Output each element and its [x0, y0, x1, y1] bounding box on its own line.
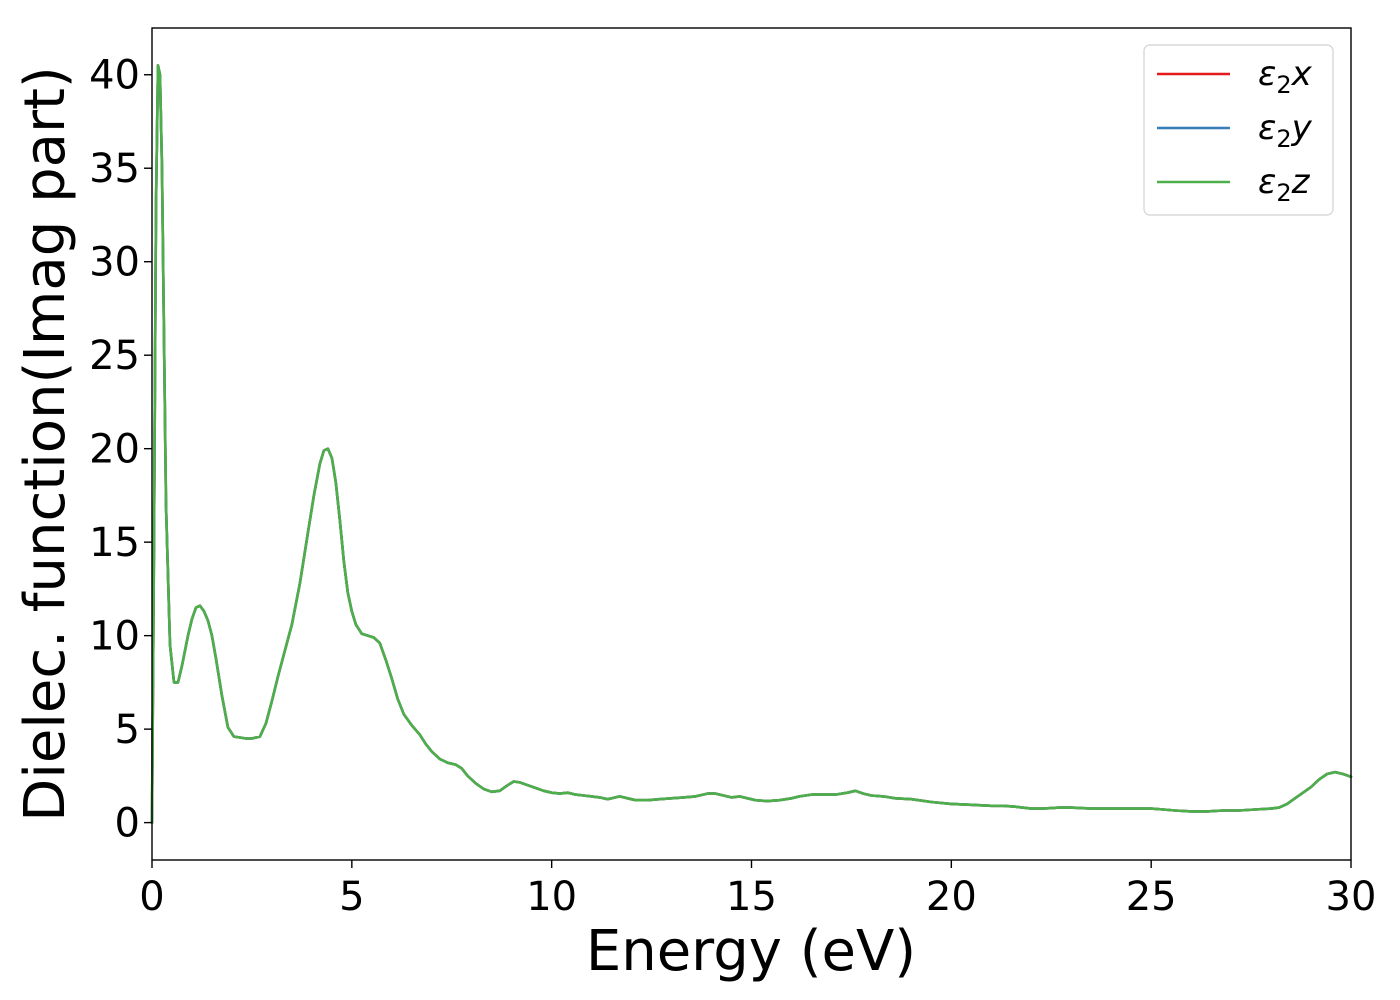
y-tick-label: 20	[89, 427, 140, 473]
legend-entry-z: ε2z	[1258, 162, 1311, 207]
y-tick-label: 30	[89, 240, 140, 286]
legend-box	[1143, 44, 1334, 216]
x-tick-label: 20	[926, 874, 977, 920]
y-axis-ticks: 0 5 10 15 20 25 30 35 40	[89, 53, 152, 847]
series-layer	[150, 64, 1353, 824]
legend-entry-y: ε2y	[1258, 108, 1313, 153]
y-tick-label: 25	[89, 333, 140, 379]
x-axis-ticks: 0 5 10 15 20 25 30	[139, 860, 1376, 920]
x-tick-label: 10	[526, 874, 577, 920]
y-tick-label: 0	[115, 801, 140, 847]
legend-entry-x: ε2x	[1258, 54, 1313, 99]
y-tick-label: 5	[115, 707, 140, 753]
y-axis-label: Dielec. function(Imag part)	[13, 66, 78, 822]
x-tick-label: 25	[1126, 874, 1177, 920]
x-tick-label: 30	[1326, 874, 1377, 920]
y-tick-label: 35	[89, 146, 140, 192]
x-axis-label: Energy (eV)	[586, 919, 916, 984]
y-tick-label: 10	[89, 614, 140, 660]
series-line-z	[150, 64, 1353, 824]
x-tick-label: 5	[339, 874, 364, 920]
x-tick-label: 0	[139, 874, 164, 920]
x-tick-label: 15	[726, 874, 777, 920]
legend: ε2x ε2y ε2z	[1143, 44, 1334, 216]
y-tick-label: 15	[89, 520, 140, 566]
y-tick-label: 40	[89, 53, 140, 99]
